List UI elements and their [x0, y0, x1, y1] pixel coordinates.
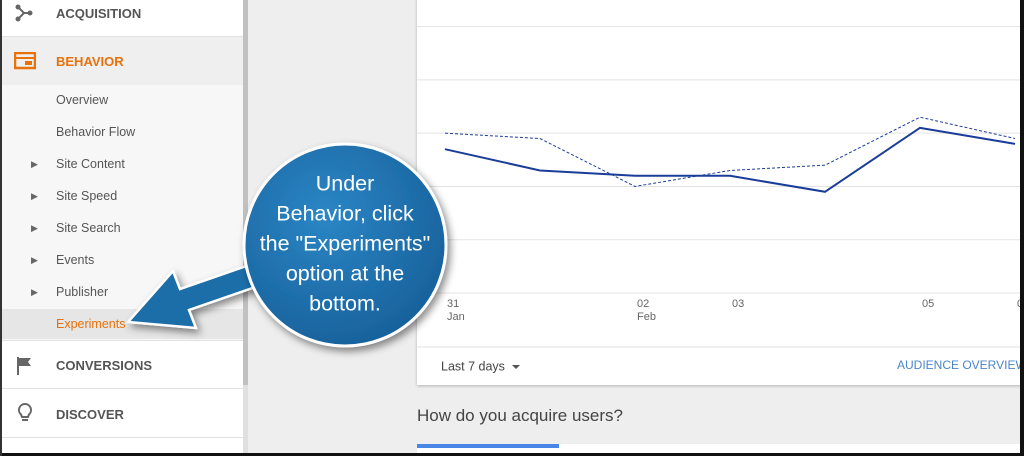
- nav-item[interactable]: ▶ Events: [0, 245, 243, 275]
- nav-label: CONVERSIONS: [56, 358, 153, 373]
- nav-item[interactable]: Behavior Flow: [0, 117, 243, 147]
- callout-text: the "Experiments": [260, 232, 431, 256]
- frame: [0, 453, 1024, 456]
- nav-item[interactable]: ▶ Publisher: [0, 277, 243, 307]
- nav-label: Site Speed: [56, 189, 118, 203]
- icon: [17, 402, 33, 421]
- callout-text: option at the: [286, 262, 404, 286]
- nav-section[interactable]: CONVERSIONS: [0, 340, 243, 389]
- series-line: [444, 116, 1016, 187]
- date-range[interactable]: Last 7 days: [441, 359, 505, 373]
- x-tick-label: 31: [447, 298, 459, 310]
- nav-label: Site Content: [56, 157, 125, 171]
- nav-item[interactable]: ▶ Site Search: [0, 213, 243, 243]
- sidebar: ACQUISITION BEHAVIOR Overview Behavior F…: [0, 0, 243, 456]
- nav-label: Overview: [56, 93, 109, 107]
- nav-label: Site Search: [56, 221, 121, 235]
- callout-bubble: [242, 142, 448, 348]
- nav-section[interactable]: ACQUISITION: [0, 0, 243, 37]
- icon: [15, 4, 33, 22]
- nav-item[interactable]: Overview: [0, 85, 243, 115]
- audience-overview-link[interactable]: AUDIENCE OVERVIEW: [897, 358, 1024, 372]
- x-tick-label: 03: [732, 298, 744, 310]
- nav-label: Events: [56, 253, 95, 267]
- nav-section[interactable]: DISCOVER: [0, 389, 243, 438]
- frame: [1020, 0, 1024, 456]
- x-tick-label: Jan: [447, 311, 465, 323]
- nav-label: Publisher: [56, 285, 109, 299]
- icon: [17, 357, 31, 375]
- dropdown-caret: [512, 365, 520, 369]
- nav-item[interactable]: ▶ Site Speed: [0, 181, 243, 211]
- callout-text: Behavior, click: [276, 202, 414, 226]
- icon: [14, 52, 36, 70]
- nav-item[interactable]: ▶ Site Content: [0, 149, 243, 179]
- x-tick-label: Feb: [637, 311, 656, 323]
- callout-text: Under: [316, 172, 375, 196]
- scrollbar-thumb[interactable]: [243, 0, 248, 385]
- nav-label: ACQUISITION: [56, 6, 142, 21]
- nav-label: Behavior Flow: [56, 125, 136, 139]
- frame: [0, 0, 2, 456]
- callout-text: bottom.: [309, 292, 381, 316]
- nav-label: DISCOVER: [56, 407, 124, 422]
- nav-section[interactable]: BEHAVIOR: [0, 37, 243, 85]
- series-line: [444, 126, 1016, 193]
- active-tab[interactable]: [417, 444, 559, 448]
- x-tick-label: 05: [922, 298, 934, 310]
- nav-item[interactable]: Experiments: [0, 309, 243, 339]
- nav-label: Experiments: [56, 317, 126, 331]
- x-tick-label: 02: [637, 298, 649, 310]
- nav-label: BEHAVIOR: [56, 54, 124, 69]
- section-title: How do you acquire users?: [417, 406, 624, 425]
- callout-arrow: [125, 260, 266, 330]
- chart-card: Last 7 days AUDIENCE OVERVIEW 31 Jan 02 Feb…: [417, 0, 1024, 385]
